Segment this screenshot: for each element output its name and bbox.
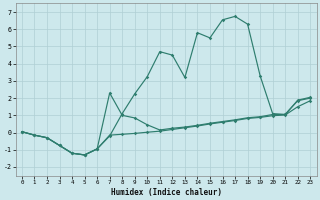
X-axis label: Humidex (Indice chaleur): Humidex (Indice chaleur) xyxy=(111,188,221,197)
